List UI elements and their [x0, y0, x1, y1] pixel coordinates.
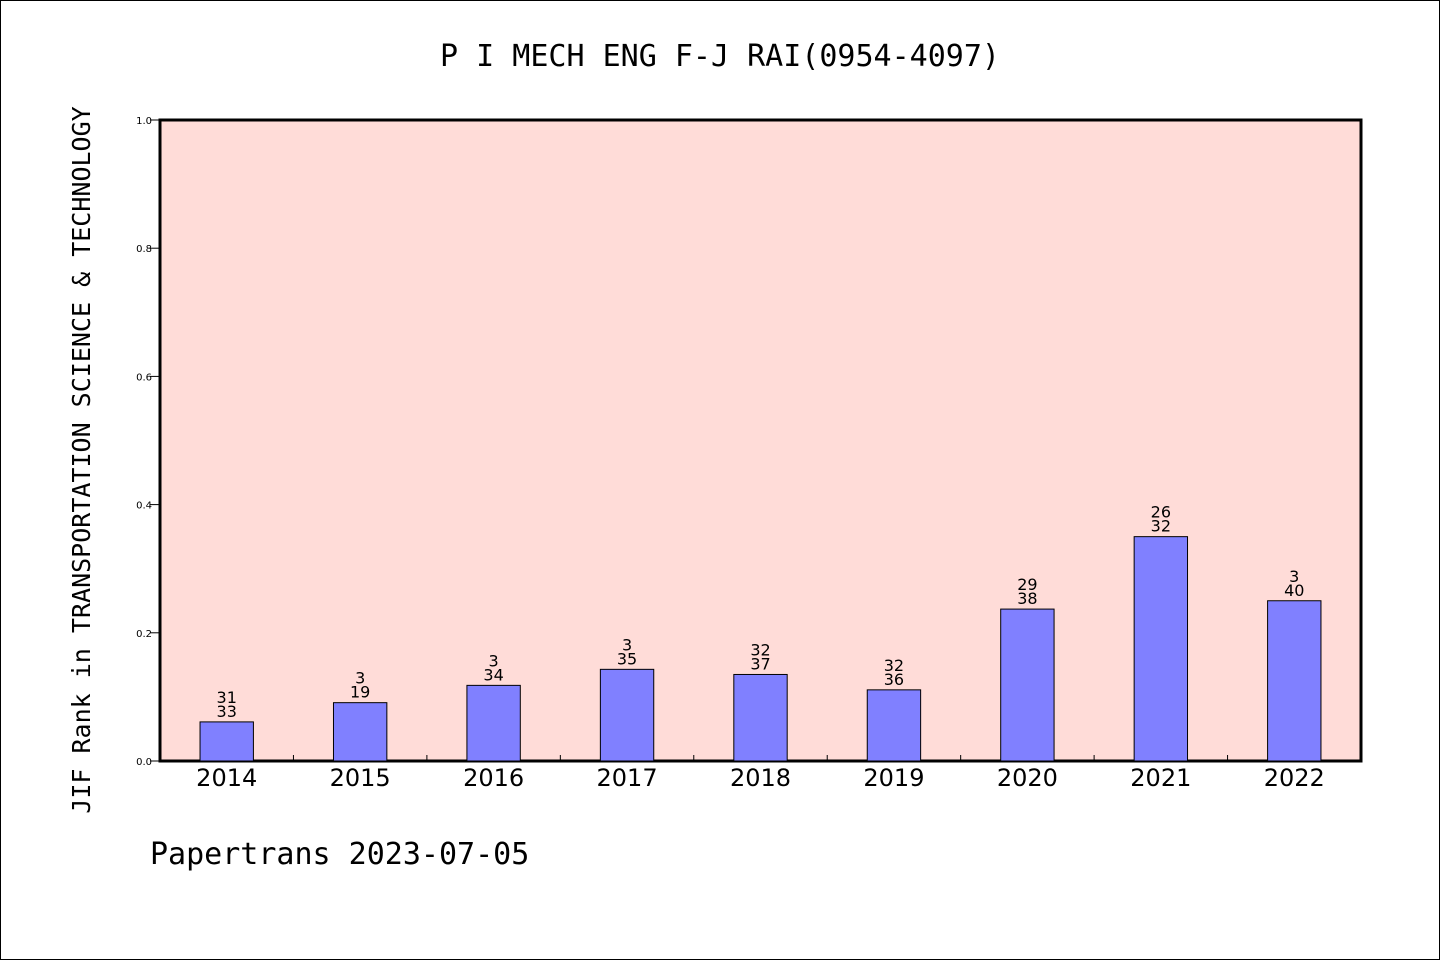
data-label-top: 32	[750, 640, 770, 659]
y-tick-label: 0.2	[136, 629, 152, 640]
bar-2018	[733, 673, 788, 762]
y-tick-label: 0.8	[136, 244, 152, 255]
x-tick-label: 2020	[997, 764, 1058, 792]
x-axis: 2014 2015 2016 2017 2018 2019 2020 2021 2022	[196, 755, 1325, 792]
bar-2016	[466, 684, 521, 762]
bars	[199, 536, 1322, 762]
data-label-top: 26	[1151, 503, 1171, 522]
data-label-bottom: 33	[217, 702, 237, 721]
bar-2017	[599, 668, 655, 762]
data-label-bottom: 37	[750, 654, 770, 673]
x-tick-label: 2021	[1130, 764, 1191, 792]
x-tick-label: 2022	[1264, 764, 1325, 792]
y-tick-label: 0.0	[136, 757, 152, 768]
data-label-bottom: 34	[483, 665, 503, 684]
data-label-bottom: 32	[1151, 517, 1171, 536]
y-axis-label: JIF Rank in TRANSPORTATION SCIENCE & TEC…	[67, 106, 96, 813]
x-tick-label: 2018	[730, 764, 791, 792]
x-tick-label: 2015	[330, 764, 391, 792]
chart-title: P I MECH ENG F-J RAI(0954-4097)	[440, 39, 1000, 74]
data-label-bottom: 19	[350, 683, 370, 702]
x-tick-label: 2017	[597, 764, 658, 792]
bar-2021	[1133, 536, 1189, 762]
x-tick-label: 2014	[196, 764, 257, 792]
data-label-top: 29	[1017, 575, 1037, 594]
data-label-top: 3	[355, 669, 365, 688]
bar-2020	[1000, 608, 1055, 762]
y-axis: 0.0 0.2 0.4 0.6 0.8 1.0	[136, 116, 160, 768]
data-label-bottom: 40	[1284, 581, 1304, 600]
data-label-top: 31	[217, 688, 237, 707]
data-label-top: 3	[622, 635, 632, 654]
data-label-bottom: 38	[1017, 589, 1037, 608]
data-label-bottom: 36	[884, 670, 904, 689]
data-label-bottom: 35	[617, 649, 637, 668]
y-tick-label: 0.6	[136, 372, 152, 383]
bar-2022	[1267, 600, 1322, 762]
bar-2015	[332, 702, 388, 762]
x-tick-label: 2019	[863, 764, 924, 792]
y-tick-label: 0.4	[136, 501, 152, 512]
data-label-top: 32	[884, 656, 904, 675]
bar-2014	[199, 721, 254, 762]
data-label-top: 3	[489, 651, 499, 670]
footer-text: Papertrans 2023-07-05	[150, 837, 529, 872]
y-tick-label: 1.0	[136, 116, 152, 127]
bar-2019	[866, 689, 922, 762]
x-tick-label: 2016	[463, 764, 524, 792]
data-label-top: 3	[1289, 567, 1299, 586]
